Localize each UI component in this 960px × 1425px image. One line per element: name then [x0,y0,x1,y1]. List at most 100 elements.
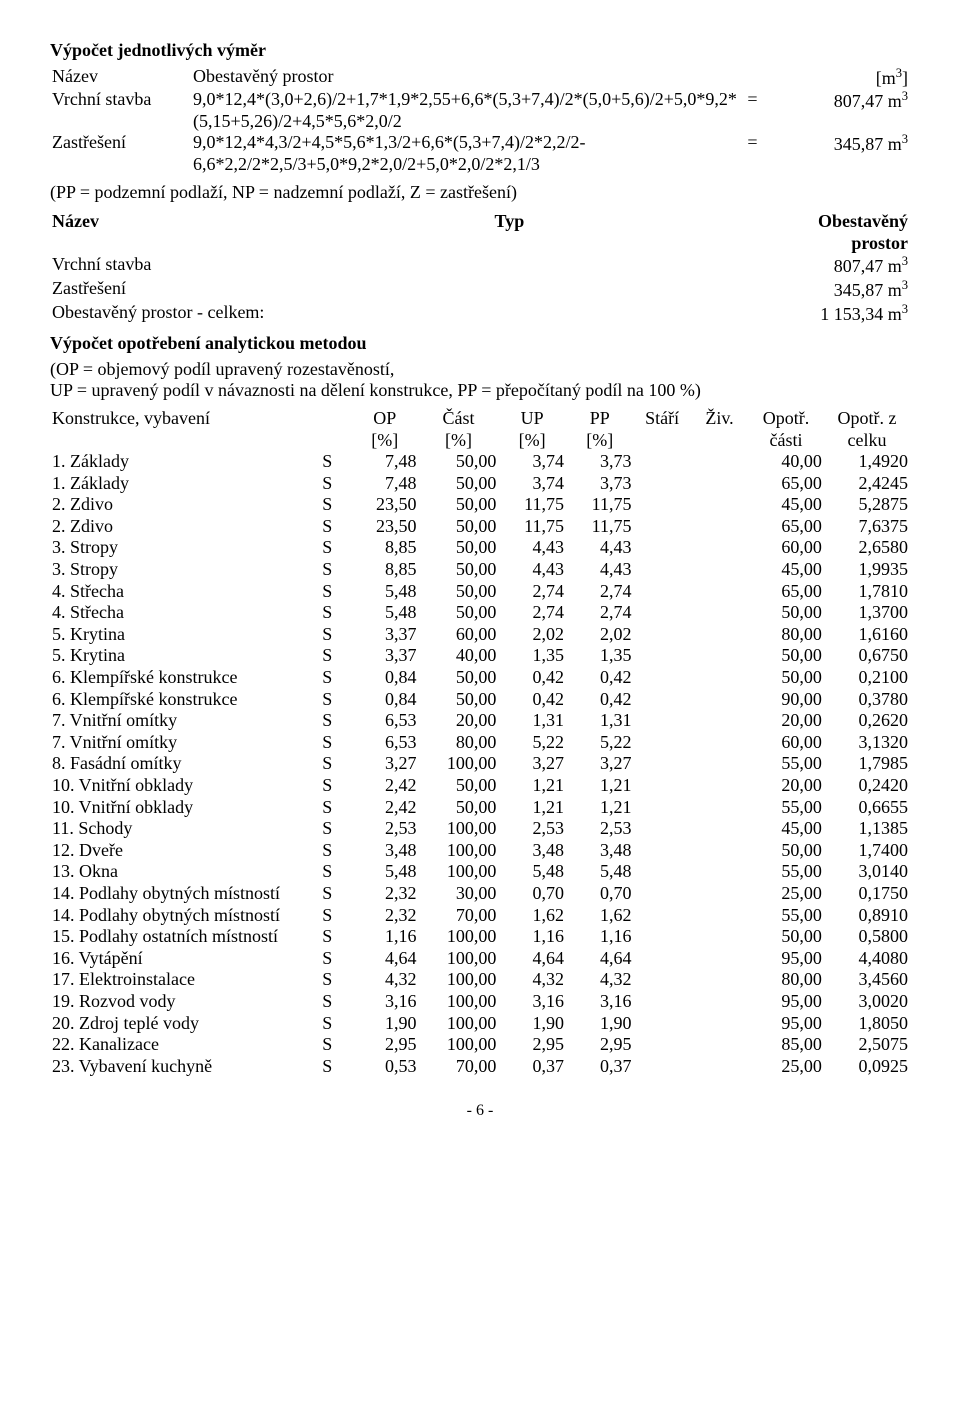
page-footer: - 6 - [50,1101,910,1120]
wear-type: S [320,710,351,732]
summary-row: Zastřešení345,87 m3 [50,278,910,302]
wear-op: 7,48 [351,451,419,473]
wear-header-row1: Konstrukce, vybavení OP Část UP PP Stáří… [50,408,910,430]
wear-oz: 0,0925 [824,1056,910,1078]
col-space-header: Obestavěný prostor [191,66,745,90]
table-row: 7. Vnitřní omítkyS6,5380,005,225,2260,00… [50,732,910,754]
wear-oc: 50,00 [748,840,824,862]
wear-name: 8. Fasádní omítky [50,753,320,775]
table-row: 1. ZákladyS7,4850,003,743,7340,001,4920 [50,451,910,473]
wear-pp: 0,37 [566,1056,634,1078]
summary-val: 345,87 m3 [610,278,910,302]
wear-pp: 4,64 [566,948,634,970]
wear-type: S [320,689,351,711]
wear-up: 1,16 [498,926,566,948]
wear-type: S [320,473,351,495]
wear-oz: 1,8050 [824,1013,910,1035]
wear-up: 0,37 [498,1056,566,1078]
wear-oz: 1,4920 [824,451,910,473]
wear-h-stari: Stáří [634,408,691,430]
wear-op: 2,53 [351,818,419,840]
wear-up: 0,42 [498,689,566,711]
wear-op: 8,85 [351,537,419,559]
table-row: 2. ZdivoS23,5050,0011,7511,7545,005,2875 [50,494,910,516]
wear-cast: 50,00 [419,537,499,559]
wear-op: 2,95 [351,1034,419,1056]
wear-oc: 65,00 [748,516,824,538]
wear-oz: 3,0020 [824,991,910,1013]
wear-type: S [320,883,351,905]
wear-oc: 80,00 [748,969,824,991]
table-row: 22. KanalizaceS2,95100,002,952,9585,002,… [50,1034,910,1056]
wear-oz: 7,6375 [824,516,910,538]
wear-pp: 3,73 [566,473,634,495]
wear-oc: 90,00 [748,689,824,711]
wear-oc: 20,00 [748,775,824,797]
wear-oz: 1,3700 [824,602,910,624]
wear-oc: 65,00 [748,473,824,495]
wear-type: S [320,797,351,819]
wear-pp: 1,90 [566,1013,634,1035]
wear-up: 11,75 [498,516,566,538]
summary-name: Obestavěný prostor - celkem: [50,302,409,326]
wear-pp: 1,31 [566,710,634,732]
wear-cast: 100,00 [419,753,499,775]
formula-eq: = [745,132,778,175]
wear-op: 3,37 [351,645,419,667]
wear-cast: 100,00 [419,818,499,840]
wear-op: 1,90 [351,1013,419,1035]
wear-cast: 80,00 [419,732,499,754]
wear-type: S [320,905,351,927]
wear-name: 19. Rozvod vody [50,991,320,1013]
wear-oc: 95,00 [748,1013,824,1035]
wear-up: 3,74 [498,451,566,473]
wear-oc: 25,00 [748,883,824,905]
wear-type: S [320,537,351,559]
wear-up: 1,21 [498,775,566,797]
summary-name-header: Název [50,211,409,254]
wear-name: 7. Vnitřní omítky [50,710,320,732]
wear-type: S [320,840,351,862]
wear-up: 2,53 [498,818,566,840]
wear-oc: 45,00 [748,494,824,516]
wear-name: 17. Elektroinstalace [50,969,320,991]
wear-cast: 100,00 [419,948,499,970]
wear-cast: 50,00 [419,473,499,495]
wear-oc: 50,00 [748,926,824,948]
wear-cast: 50,00 [419,451,499,473]
wear-type: S [320,645,351,667]
table-row: 4. StřechaS5,4850,002,742,7450,001,3700 [50,602,910,624]
wear-cast: 50,00 [419,494,499,516]
wear-pp: 11,75 [566,516,634,538]
wear-name: 10. Vnitřní obklady [50,797,320,819]
wear-h-oz: Opotř. z [824,408,910,430]
wear-up: 0,70 [498,883,566,905]
wear-type: S [320,1034,351,1056]
wear-op: 2,42 [351,797,419,819]
formula-name: Vrchní stavba [50,89,191,132]
wear-up: 4,64 [498,948,566,970]
wear-h-op: OP [351,408,419,430]
wear-up: 2,74 [498,581,566,603]
wear-pp: 2,02 [566,624,634,646]
table-row: 19. Rozvod vodyS3,16100,003,163,1695,003… [50,991,910,1013]
wear-pp: 5,48 [566,861,634,883]
wear-type: S [320,494,351,516]
wear-type: S [320,1013,351,1035]
wear-oz: 1,1385 [824,818,910,840]
wear-pp: 2,53 [566,818,634,840]
wear-cast: 100,00 [419,926,499,948]
wear-name: 16. Vytápění [50,948,320,970]
wear-type: S [320,926,351,948]
summary-val: 807,47 m3 [610,254,910,278]
table-row: 14. Podlahy obytných místnostíS2,3270,00… [50,905,910,927]
wear-oc: 95,00 [748,991,824,1013]
wear-pp: 2,74 [566,602,634,624]
wear-name: 15. Podlahy ostatních místností [50,926,320,948]
table-row: 3. StropyS8,8550,004,434,4345,001,9935 [50,559,910,581]
wear-name: 1. Základy [50,473,320,495]
wear-cast: 50,00 [419,602,499,624]
wear-cast: 100,00 [419,969,499,991]
formula-expr: 9,0*12,4*4,3/2+4,5*5,6*1,3/2+6,6*(5,3+7,… [191,132,745,175]
wear-oz: 0,5800 [824,926,910,948]
